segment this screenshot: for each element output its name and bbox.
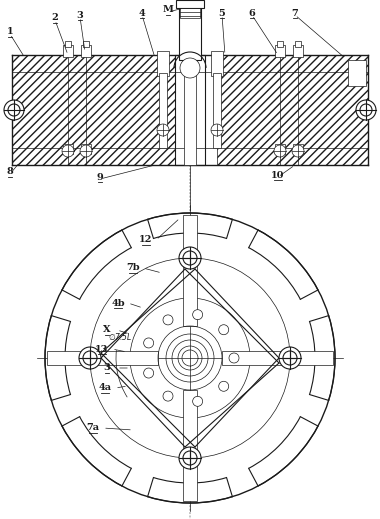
Bar <box>184 55 196 165</box>
Circle shape <box>144 338 154 348</box>
Bar <box>293 144 303 154</box>
Bar <box>47 351 158 365</box>
Circle shape <box>292 145 304 157</box>
Bar <box>183 215 197 326</box>
Bar <box>217 55 368 165</box>
Bar <box>275 45 285 57</box>
Text: 7b: 7b <box>126 264 140 272</box>
Circle shape <box>211 124 223 136</box>
Text: 2: 2 <box>52 13 59 22</box>
Text: 10: 10 <box>271 171 285 180</box>
Text: $\emptyset$7.5L: $\emptyset$7.5L <box>108 331 132 342</box>
Circle shape <box>279 347 301 369</box>
Bar <box>176 0 204 8</box>
Circle shape <box>219 325 229 335</box>
Circle shape <box>144 368 154 378</box>
Circle shape <box>229 353 239 363</box>
Bar <box>159 73 167 148</box>
Bar <box>63 144 73 154</box>
Bar <box>295 41 301 47</box>
Bar <box>277 41 283 47</box>
Bar <box>65 41 71 47</box>
Text: 4a: 4a <box>98 384 112 392</box>
Circle shape <box>163 315 173 325</box>
Bar <box>348 60 366 86</box>
Circle shape <box>8 104 20 116</box>
Bar <box>179 5 201 60</box>
Text: 3: 3 <box>104 363 110 373</box>
Circle shape <box>83 351 97 365</box>
Bar <box>157 51 169 76</box>
Bar <box>63 45 73 57</box>
Circle shape <box>193 397 203 406</box>
Bar <box>183 390 197 501</box>
Text: 8: 8 <box>6 168 13 176</box>
Circle shape <box>163 391 173 401</box>
Circle shape <box>179 447 201 469</box>
Circle shape <box>360 104 372 116</box>
Text: M: M <box>163 6 173 15</box>
Bar <box>213 73 221 148</box>
Circle shape <box>79 347 101 369</box>
Circle shape <box>45 213 335 503</box>
Circle shape <box>4 100 24 120</box>
Bar <box>81 45 91 57</box>
Circle shape <box>183 451 197 465</box>
Text: 13: 13 <box>95 345 109 353</box>
Circle shape <box>157 124 169 136</box>
Text: 5: 5 <box>218 8 225 18</box>
Text: 4b: 4b <box>111 298 125 307</box>
Bar <box>222 351 333 365</box>
Text: 7a: 7a <box>86 424 100 432</box>
Circle shape <box>80 145 92 157</box>
Text: 7: 7 <box>291 8 298 18</box>
Circle shape <box>193 310 203 320</box>
Bar <box>175 55 205 165</box>
Text: 1: 1 <box>7 28 13 36</box>
Circle shape <box>283 351 297 365</box>
Circle shape <box>179 247 201 269</box>
Text: 3: 3 <box>77 10 83 20</box>
Circle shape <box>182 350 198 366</box>
Bar <box>293 45 303 57</box>
Circle shape <box>219 381 229 391</box>
Circle shape <box>62 145 74 157</box>
Circle shape <box>356 100 376 120</box>
Text: 6: 6 <box>249 8 255 18</box>
Text: X: X <box>103 325 111 335</box>
Bar <box>180 8 200 18</box>
Circle shape <box>274 145 286 157</box>
Text: 9: 9 <box>97 172 103 182</box>
Bar <box>275 144 285 154</box>
Circle shape <box>180 58 200 78</box>
Bar <box>211 51 223 76</box>
Bar <box>12 55 175 165</box>
Bar <box>83 41 89 47</box>
Text: 12: 12 <box>139 236 153 244</box>
Bar <box>81 144 91 154</box>
Text: 4: 4 <box>139 8 146 18</box>
Circle shape <box>183 251 197 265</box>
